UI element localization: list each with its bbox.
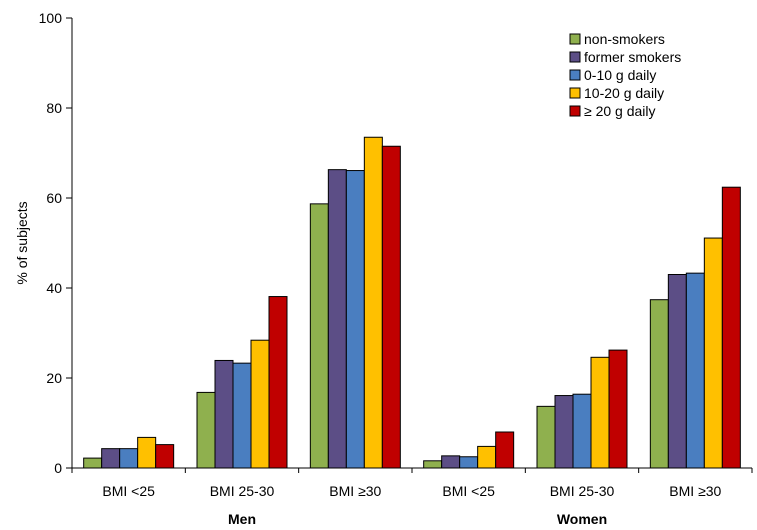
bar (119, 448, 139, 469)
bar (703, 237, 723, 469)
legend-swatch (569, 33, 581, 45)
bar (590, 356, 610, 469)
bar (441, 455, 461, 469)
legend-swatch (569, 51, 581, 63)
group-labels: Men Women (228, 511, 607, 527)
bar (101, 448, 121, 469)
bar (214, 359, 234, 469)
legend-swatch (569, 105, 581, 117)
x-category-label: BMI <25 (442, 483, 495, 499)
x-category-label: BMI ≥30 (669, 483, 721, 499)
bar (536, 405, 556, 469)
x-category-label: BMI <25 (102, 483, 155, 499)
y-tick-label: 100 (39, 10, 63, 26)
x-category-label: BMI 25-30 (550, 483, 615, 499)
group-label: Women (557, 511, 607, 527)
bar (232, 362, 252, 469)
bar (495, 431, 515, 469)
bar (363, 136, 383, 469)
y-tick-label: 80 (46, 100, 62, 116)
category-labels: BMI <25 BMI 25-30 BMI ≥30 BMI <25 BMI 25-30 B… (102, 483, 721, 499)
legend-swatch (569, 87, 581, 99)
bar (649, 299, 669, 469)
bar (459, 456, 479, 469)
bar (155, 444, 175, 469)
legend-label: 0-10 g daily (584, 67, 656, 83)
bars-layer (83, 136, 741, 469)
bar (667, 274, 687, 469)
bar (309, 203, 329, 469)
y-tick-label: 40 (46, 280, 62, 296)
legend-label: ≥ 20 g daily (584, 103, 656, 119)
bar (250, 339, 270, 469)
bar (381, 145, 401, 469)
bar (327, 169, 347, 469)
bar (268, 296, 288, 469)
legend-label: former smokers (584, 49, 681, 65)
bar (137, 436, 157, 469)
bar (554, 395, 574, 469)
bar (685, 272, 705, 469)
bar (477, 445, 497, 469)
x-category-label: BMI 25-30 (210, 483, 275, 499)
bar (196, 391, 216, 469)
bar (83, 457, 103, 469)
legend: non-smokers former smokers 0-10 g daily 10-… (569, 31, 681, 119)
legend-label: 10-20 g daily (584, 85, 664, 101)
y-axis-title: % of subjects (14, 201, 30, 284)
x-category-label: BMI ≥30 (329, 483, 381, 499)
y-tick-label: 60 (46, 190, 62, 206)
bar (608, 349, 628, 469)
y-tick-label: 0 (54, 460, 62, 476)
y-tick-label: 20 (46, 370, 62, 386)
y-ticks: 0 20 40 60 80 100 (39, 10, 753, 476)
legend-label: non-smokers (584, 31, 665, 47)
group-label: Men (228, 511, 256, 527)
bar (721, 186, 741, 469)
legend-swatch (569, 69, 581, 81)
bar (572, 393, 592, 469)
bar (345, 170, 365, 469)
bar (423, 460, 443, 469)
